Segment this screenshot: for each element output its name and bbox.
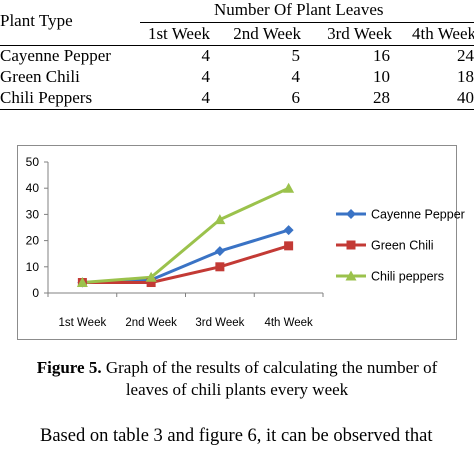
caption-label: Figure 5.	[36, 358, 102, 377]
y-tick-label: 40	[26, 181, 40, 195]
x-tick-label: 3rd Week	[195, 317, 244, 329]
legend-label: Cayenne Pepper	[371, 208, 465, 222]
x-tick-label: 4th Week	[264, 317, 313, 329]
caption-line-1: Graph of the results of calculating the …	[101, 358, 438, 377]
data-point-series-1	[146, 278, 156, 288]
data-point-series-2	[145, 271, 157, 282]
body-paragraph: Based on table 3 and figure 6, it can be…	[40, 426, 433, 446]
cell: 16	[373, 46, 390, 65]
series-line-2	[82, 186, 290, 285]
cell: 4	[201, 67, 211, 86]
row-name-green-chili: Green Chili	[0, 67, 80, 86]
y-tick-label: 20	[26, 234, 40, 248]
row-name-cayenne: Cayenne Pepper	[0, 46, 111, 65]
header-plant-type: Plant Type	[0, 11, 73, 30]
cell: 28	[373, 88, 390, 107]
data-point-series-1	[284, 241, 294, 251]
series-line-1	[82, 244, 290, 285]
data-point-series-2	[283, 182, 295, 193]
week-header-2: 2nd Week	[233, 24, 301, 43]
cell: 4	[201, 46, 211, 65]
cell: 6	[291, 88, 301, 107]
cell: 5	[291, 46, 301, 65]
cell: 4	[291, 67, 301, 86]
week-header-3: 3rd Week	[327, 24, 392, 43]
cell: 18	[457, 67, 474, 86]
header-group-rule	[140, 22, 474, 23]
y-tick-label: 0	[32, 286, 39, 300]
figure-caption: Figure 5. Graph of the results of calcul…	[0, 357, 474, 401]
y-tick-label: 10	[26, 260, 40, 274]
legend-marker	[346, 240, 356, 250]
chart-frame	[17, 145, 457, 340]
data-point-series-0	[283, 225, 294, 236]
week-header-4: 4th Week	[412, 24, 474, 43]
caption-line-2: leaves of chili plants every week	[125, 380, 349, 399]
legend-label: Green Chili	[371, 239, 434, 253]
legend-marker	[345, 270, 357, 281]
y-tick-label: 30	[26, 207, 40, 221]
cell: 24	[457, 46, 474, 65]
header-number-of-leaves: Number Of Plant Leaves	[214, 0, 384, 19]
legend-label: Chili peppers	[371, 270, 444, 284]
week-header-1: 1st Week	[147, 24, 210, 43]
cell: 40	[457, 88, 474, 107]
cell: 10	[373, 67, 390, 86]
x-tick-label: 1st Week	[59, 317, 107, 329]
leaf-count-table: Plant Type Number Of Plant Leaves 1st We…	[0, 0, 474, 110]
data-point-series-1	[215, 262, 225, 272]
data-point-series-2	[214, 214, 226, 225]
cell: 4	[201, 88, 211, 107]
x-tick-label: 2nd Week	[125, 317, 177, 329]
row-name-chili-peppers: Chili Peppers	[0, 88, 93, 107]
data-point-series-0	[214, 246, 225, 257]
y-tick-label: 50	[26, 155, 40, 169]
header-rule	[0, 45, 474, 46]
data-point-series-2	[76, 277, 88, 288]
table-bottom-rule	[0, 109, 474, 110]
legend-marker	[346, 209, 356, 219]
